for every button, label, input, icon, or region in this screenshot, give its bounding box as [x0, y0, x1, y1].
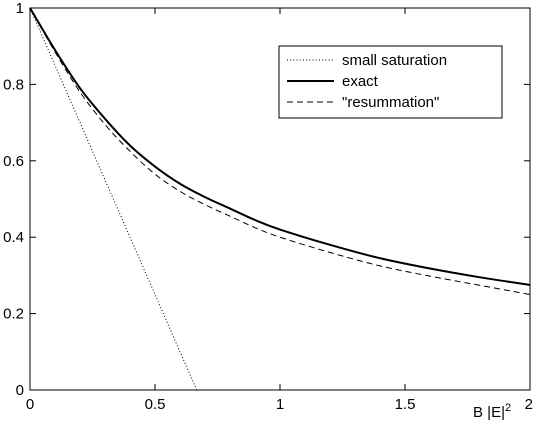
series-line-resummation	[29, 7, 531, 295]
y-tick-label: 0.2	[3, 306, 24, 323]
x-axis-label-superscript: 2	[505, 402, 511, 414]
y-tick-label: 1	[16, 0, 24, 17]
axis-ticks: 0 0.5 1 1.5 2 0 0.2 0.4 0.6 0.8 1	[3, 0, 533, 413]
y-tick-label: 0	[16, 382, 24, 399]
series-line-small-saturation	[29, 7, 198, 391]
x-tick-label: 0.5	[145, 396, 166, 413]
x-tick-label: 0	[26, 396, 34, 413]
legend-label-resummation: "resummation"	[342, 94, 439, 111]
series-layer	[29, 7, 531, 391]
x-axis-label-main: B |E|	[473, 404, 505, 421]
x-tick-label: 1	[276, 396, 284, 413]
legend-label-exact: exact	[342, 73, 379, 90]
x-tick-label: 1.5	[395, 396, 416, 413]
x-tick-label: 2	[525, 396, 533, 413]
legend: small saturation exact "resummation"	[278, 45, 503, 119]
y-tick-label: 0.8	[3, 76, 24, 93]
y-tick-label: 0.6	[3, 153, 24, 170]
series-line-exact	[29, 7, 531, 286]
x-axis-label: B |E|2	[473, 402, 511, 421]
y-tick-label: 0.4	[3, 229, 24, 246]
legend-label-small-saturation: small saturation	[342, 52, 447, 69]
